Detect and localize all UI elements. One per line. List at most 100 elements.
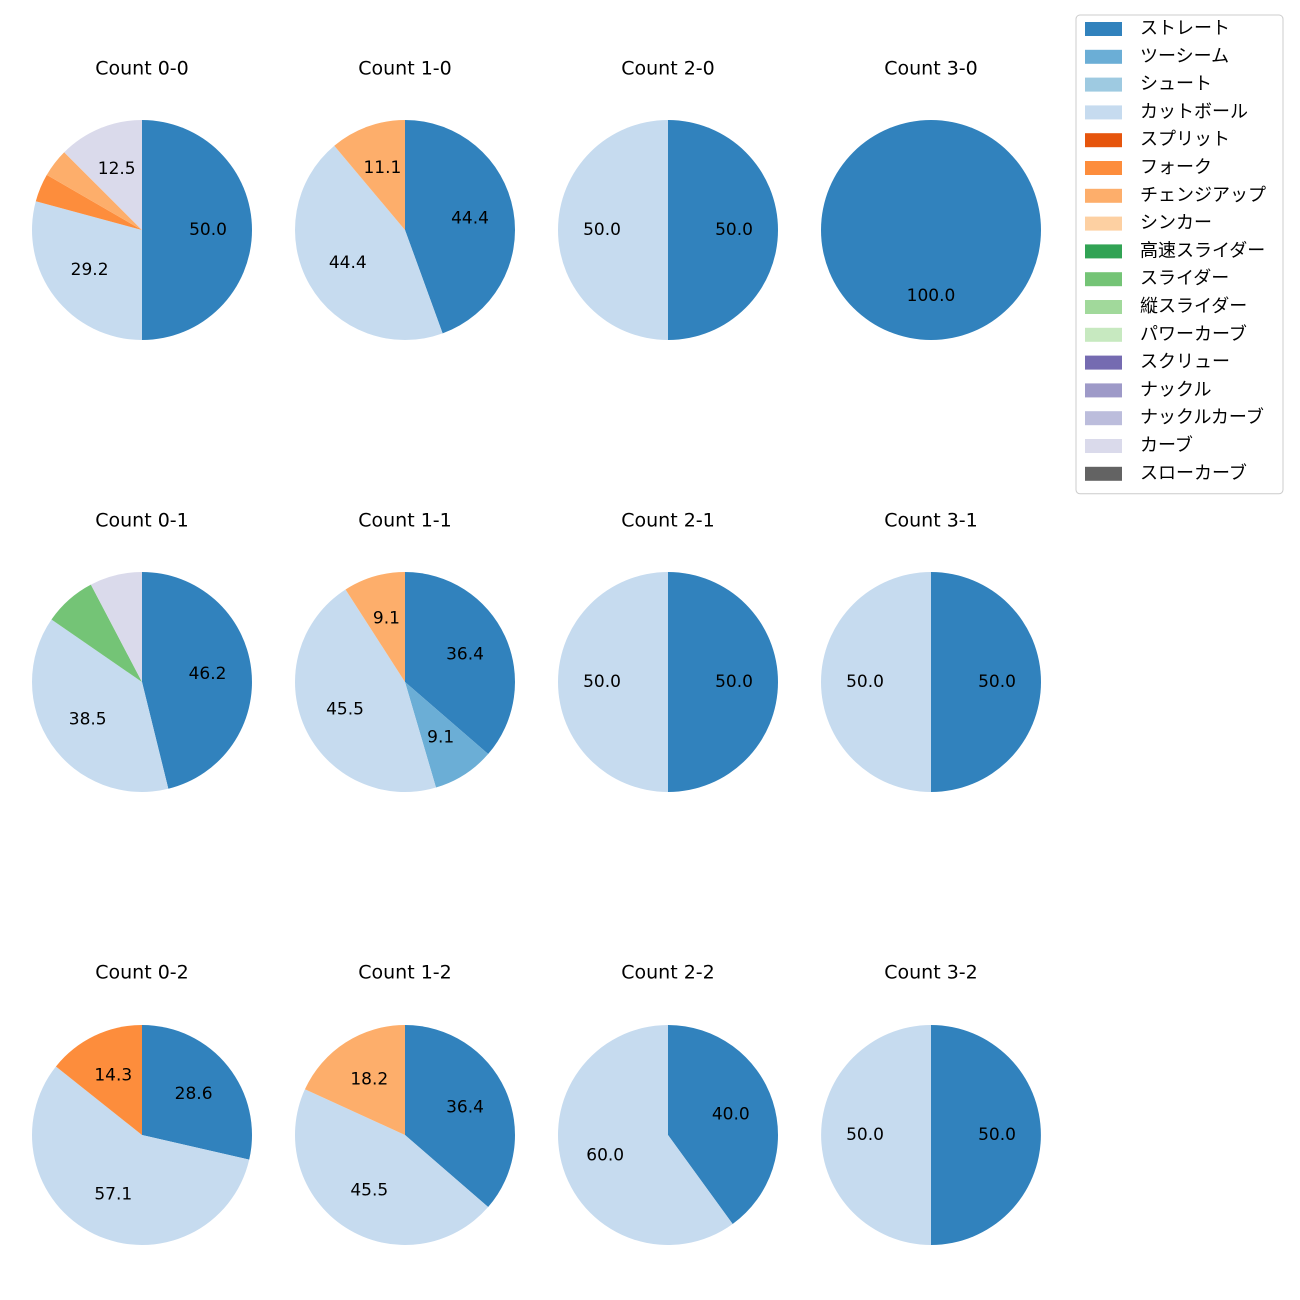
legend-item: シンカー (1085, 213, 1212, 234)
slice-label: 50.0 (583, 220, 621, 240)
pie-slice (405, 682, 489, 788)
pie-slice (51, 584, 142, 682)
slice-label: 100.0 (907, 286, 956, 306)
slice-label: 44.4 (451, 209, 489, 229)
legend-label: シンカー (1140, 213, 1212, 234)
slice-label: 11.1 (363, 158, 401, 178)
legend-label: 高速スライダー (1140, 240, 1265, 261)
slice-label: 50.0 (583, 672, 621, 692)
slice-label: 50.0 (846, 1125, 884, 1145)
legend-swatch (1085, 77, 1122, 92)
legend-item: フォーク (1085, 157, 1212, 178)
pie-title: Count 2-1 (621, 510, 715, 532)
pie-title: Count 0-2 (95, 962, 189, 984)
pie-slice (668, 1025, 779, 1224)
pie-title: Count 1-0 (358, 58, 452, 80)
legend-frame (1075, 14, 1284, 495)
pie-slice (304, 1025, 405, 1135)
legend-label: ナックル (1140, 379, 1211, 400)
slice-label: 29.2 (71, 260, 109, 280)
legend-item: スライダー (1085, 268, 1229, 289)
legend-item: 高速スライダー (1085, 240, 1265, 261)
legend-label: 縦スライダー (1140, 296, 1247, 317)
pie-6: Count 1-1 36.4 9.1 45.5 9.1 (295, 510, 515, 792)
pie-slice (295, 589, 436, 792)
pie-5: Count 0-1 46.2 38.5 (31, 510, 252, 792)
legend-item: スローカーブ (1085, 462, 1247, 484)
pie-title: Count 2-2 (621, 962, 715, 984)
pie-slice (334, 120, 405, 230)
legend-swatch (1085, 161, 1122, 175)
pie-slice (345, 572, 405, 682)
legend-item: ナックルカーブ (1085, 406, 1264, 428)
pie-11: Count 2-2 40.0 60.0 (558, 962, 779, 1246)
legend-label: スローカーブ (1140, 462, 1247, 484)
pie-title: Count 3-2 (884, 962, 978, 984)
pie-slice (558, 120, 668, 340)
legend-label: カットボール (1140, 101, 1248, 122)
legend-item: シュート (1085, 74, 1212, 95)
pie-slice (405, 572, 515, 755)
pie-slice (31, 619, 169, 792)
pie-slice (294, 145, 443, 341)
pie-10: Count 1-2 36.4 45.5 18.2 (295, 962, 515, 1245)
slice-label: 46.2 (189, 664, 227, 684)
slice-label: 57.1 (94, 1185, 132, 1205)
slice-label: 18.2 (350, 1070, 388, 1090)
pie-slice (35, 174, 143, 230)
slice-label: 9.1 (373, 609, 400, 629)
legend-swatch (1085, 272, 1122, 287)
pie-slice (32, 201, 142, 340)
pie-12: Count 3-2 50.0 50.0 (821, 962, 1041, 1245)
pie-slice (821, 572, 931, 792)
pie-9: Count 0-2 28.6 57.1 14.3 (32, 962, 253, 1245)
legend-swatch (1085, 49, 1122, 64)
legend-swatch (1085, 300, 1122, 314)
pie-title: Count 2-0 (621, 58, 715, 80)
pie-slice (55, 1025, 142, 1135)
pie-slice (405, 119, 516, 334)
legend-label: カーブ (1140, 434, 1193, 456)
slice-label: 14.3 (94, 1066, 132, 1086)
slice-label: 45.5 (350, 1181, 388, 1201)
pie-2: Count 1-0 44.4 44.4 11.1 (294, 58, 516, 341)
slice-label: 50.0 (715, 220, 753, 240)
pie-3: Count 2-0 50.0 50.0 (558, 58, 778, 340)
slice-label: 40.0 (712, 1105, 750, 1125)
pie-slice (32, 1066, 250, 1245)
pie-8: Count 3-1 50.0 50.0 (821, 510, 1041, 792)
legend-swatch (1085, 439, 1122, 453)
slice-label: 45.5 (326, 699, 364, 719)
legend-swatch (1085, 244, 1122, 259)
slice-label: 50.0 (978, 1125, 1016, 1145)
slice-label: 38.5 (69, 710, 107, 730)
legend-swatch (1085, 383, 1122, 398)
legend-label: スプリット (1140, 129, 1230, 150)
pie-slice (668, 572, 778, 792)
pie-slice (821, 1025, 931, 1245)
pie-slice (90, 572, 142, 682)
legend-item: スクリュー (1085, 352, 1230, 373)
slice-label: 50.0 (978, 672, 1016, 692)
slice-label: 50.0 (846, 672, 884, 692)
legend-item: ツーシーム (1085, 46, 1229, 67)
pie-title: Count 1-2 (358, 962, 452, 984)
legend-label: スクリュー (1140, 352, 1230, 373)
legend-swatch (1085, 22, 1122, 36)
legend-item: ストレート (1085, 18, 1230, 39)
pie-slice (142, 120, 252, 340)
legend-item: パワーカーブ (1085, 323, 1247, 345)
pie-title: Count 3-0 (884, 58, 978, 80)
legend-swatch (1085, 216, 1122, 231)
legend-label: ナックルカーブ (1140, 406, 1264, 428)
pie-slice (142, 1025, 253, 1160)
pie-slice (405, 1025, 515, 1208)
legend-label: シュート (1140, 74, 1212, 95)
slice-label: 36.4 (446, 645, 484, 665)
legend-label: チェンジアップ (1140, 185, 1266, 206)
pie-slice (64, 120, 142, 230)
slice-label: 50.0 (189, 220, 227, 240)
slice-label: 60.0 (586, 1145, 624, 1165)
legend-swatch (1085, 188, 1122, 203)
